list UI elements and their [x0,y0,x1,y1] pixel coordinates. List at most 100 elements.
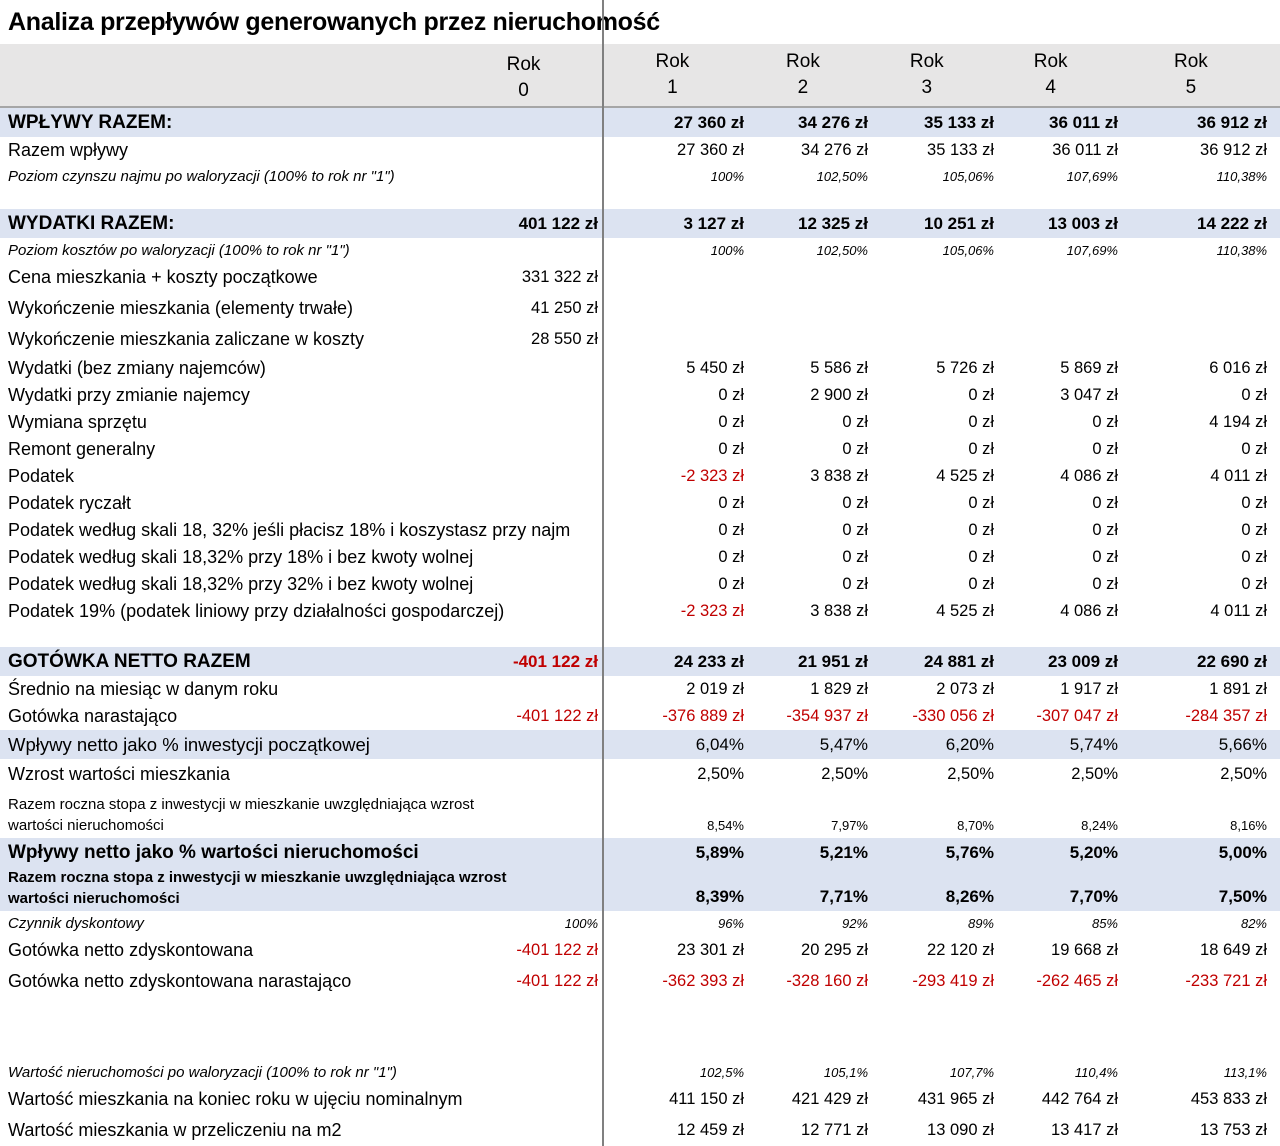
row-wydatki-bez-zmiany-cell-rok5: 6 016 zł [1209,359,1267,377]
row-wplywy-razem-cell-rok4: 36 011 zł [1048,112,1118,132]
sheet: Rok 0 Rok 1 Rok 2 Rok 3 Rok 4 Rok 5 WPŁYWY RAZEM: 27 … [0,44,1280,1146]
row-gotowka-netto-razem-cell-rok5: 22 690 zł [1197,651,1267,671]
row-podatek-skala-2-label: Podatek według skali 18,32% przy 18% i b… [8,547,474,567]
row-wplywy-pct-inwestycji: Wpływy netto jako % inwestycji początkow… [0,730,1280,759]
row-wydatki-zmiana-najemcy-cell-rok4: 3 047 zł [1060,386,1118,404]
row-czynnik-dyskontowy-cell-rok3: 89% [967,915,994,931]
row-gotowka-narastajaco-label: Gotówka narastająco [8,706,178,726]
row-stopa-roczna-2: Razem roczna stopa z inwestycji w mieszk… [0,867,1280,911]
row-wzrost-wartosci-cell-rok1: 2,50% [697,765,744,783]
row-gotowka-zdyskontowana-label-zone: Gotówka netto zdyskontowana -401 122 zł [0,935,604,966]
row-podatek-19-label-zone: Podatek 19% (podatek liniowy przy działa… [0,598,604,625]
row-razem-wplywy-cell-rok4: 36 011 zł [1052,141,1118,159]
row-stopa-roczna-2-label-zone: Razem roczna stopa z inwestycji w mieszk… [0,867,604,911]
row-gotowka-zdyskontowana: Gotówka netto zdyskontowana -401 122 zł 23… [0,935,1280,966]
row-srednio-miesiac-label-zone: Średnio na miesiąc w danym roku [0,676,604,703]
row-stopa-roczna-1-cell-rok4: 8,24% [1081,818,1118,833]
row-wydatki-bez-zmiany-label: Wydatki (bez zmiany najemców) [8,358,266,378]
column-header-year-word: Rok [1033,51,1068,72]
row-wartosc-nominalna-cell-rok5: 453 833 zł [1190,1090,1267,1108]
row-czynnik-dyskontowy-cell-rok2: 92% [841,915,868,931]
row-srednio-miesiac-cell-rok4: 1 917 zł [1060,680,1118,698]
row-podatek-cell-rok3: 4 525 zł [936,467,994,485]
row-wplywy-pct-inwestycji-cell-rok5: 5,66% [1218,734,1267,754]
row-gotowka-zdysk-narastajaco-cell-rok1: -362 393 zł [662,972,744,990]
row-gotowka-netto-razem-cell-rok0: -401 122 zł [512,651,598,671]
row-wartosc-waloryzacja: Wartość nieruchomości po waloryzacji (10… [0,1060,1280,1084]
row-srednio-miesiac-cell-rok1: 2 019 zł [686,680,744,698]
row-remont-generalny-cell-rok1: 0 zł [718,440,744,458]
row-podatek-cell-rok5: 4 011 zł [1210,467,1267,485]
row-wymiana-sprzetu-cell-rok2: 0 zł [842,413,868,431]
row-wzrost-wartosci-cell-rok3: 2,50% [947,765,994,783]
row-remont-generalny-cell-rok3: 0 zł [968,440,994,458]
row-cena-mieszkania-label: Cena mieszkania + koszty początkowe [8,267,318,287]
row-srednio-miesiac-cell-rok3: 2 073 zł [936,680,994,698]
row-poziom-kosztow-cell-rok2: 102,50% [816,242,868,258]
row-cena-mieszkania: Cena mieszkania + koszty początkowe 331 3… [0,262,1280,293]
row-stopa-roczna-1: Razem roczna stopa z inwestycji w mieszk… [0,790,1280,838]
row-poziom-kosztow-label: Poziom kosztów po waloryzacji (100% to r… [8,241,350,259]
row-stopa-roczna-2-cell-rok5: 7,50% [1218,887,1267,906]
row-podatek-ryczalt-cell-rok2: 0 zł [842,494,868,512]
row-wykonczenie-trwale-cell-rok0: 41 250 zł [531,299,598,317]
row-wplywy-razem-label: WPŁYWY RAZEM: [8,111,173,133]
row-wartosc-nominalna-cell-rok1: 411 150 zł [669,1090,744,1108]
row-gotowka-netto-razem-cell-rok3: 24 881 zł [924,651,994,671]
row-cena-mieszkania-cell-rok0: 331 322 zł [521,268,598,286]
row-wplywy-razem-cell-rok3: 35 133 zł [924,112,994,132]
row-stopa-roczna-1-cell-rok2: 7,97% [831,818,868,833]
row-podatek-skala-3-cell-rok3: 0 zł [968,575,994,593]
row-wartosc-waloryzacja-cell-rok5: 113,1% [1223,1064,1267,1080]
row-gotowka-netto-razem-cell-rok1: 24 233 zł [674,651,744,671]
row-gotowka-netto-razem-label: GOTÓWKA NETTO RAZEM [8,650,251,672]
row-czynnik-dyskontowy-cell-rok4: 85% [1091,915,1118,931]
row-remont-generalny-cell-rok5: 0 zł [1241,440,1267,458]
row-wydatki-zmiana-najemcy-cell-rok5: 0 zł [1241,386,1267,404]
row-stopa-roczna-1-label: Razem roczna stopa z inwestycji w mieszk… [8,796,475,834]
row-podatek-19-cell-rok3: 4 525 zł [936,602,994,620]
row-wydatki-zmiana-najemcy: Wydatki przy zmianie najemcy 0 zł 2 900 zł… [0,382,1280,409]
row-wydatki-razem-cell-rok2: 12 325 zł [798,213,868,233]
row-podatek-skala-2-cell-rok5: 0 zł [1241,548,1267,566]
row-gotowka-netto-razem-cell-rok2: 21 951 zł [798,651,868,671]
row-wydatki-razem-cell-rok0: 401 122 zł [518,213,598,233]
row-wartosc-nominalna-cell-rok2: 421 429 zł [791,1090,868,1108]
row-wydatki-zmiana-najemcy-cell-rok2: 2 900 zł [810,386,868,404]
column-header-year-number: 5 [1185,77,1197,98]
row-gotowka-narastajaco-cell-rok2: -354 937 zł [786,707,868,725]
row-wartosc-m2-cell-rok1: 12 459 zł [677,1121,744,1139]
row-poziom-kosztow: Poziom kosztów po waloryzacji (100% to r… [0,238,1280,262]
row-wartosc-m2-label: Wartość mieszkania w przeliczeniu na m2 [8,1120,342,1140]
row-wykonczenie-koszty-label-zone: Wykończenie mieszkania zaliczane w koszt… [0,324,604,355]
row-wymiana-sprzetu-label: Wymiana sprzętu [8,412,147,432]
row-gotowka-narastajaco-cell-rok1: -376 889 zł [662,707,744,725]
row-wartosc-nominalna-cell-rok3: 431 965 zł [917,1090,994,1108]
column-header-year-word: Rok [655,51,690,72]
row-wartosc-m2-cell-rok5: 13 753 zł [1200,1121,1267,1139]
row-poziom-czynszu-cell-rok3: 105,06% [942,168,994,184]
row-wydatki-bez-zmiany-cell-rok4: 5 869 zł [1060,359,1118,377]
row-wartosc-waloryzacja-cell-rok2: 105,1% [823,1064,868,1080]
row-podatek-skala-2-cell-rok4: 0 zł [1092,548,1118,566]
row-podatek-ryczalt-label: Podatek ryczałt [8,493,132,513]
row-srednio-miesiac-label: Średnio na miesiąc w danym roku [8,679,279,699]
row-wymiana-sprzetu-cell-rok4: 0 zł [1092,413,1118,431]
row-stopa-roczna-2-cell-rok2: 7,71% [819,887,868,906]
row-podatek-skala-3: Podatek według skali 18,32% przy 32% i b… [0,571,1280,598]
row-podatek-19-label: Podatek 19% (podatek liniowy przy działa… [8,601,505,621]
row-wymiana-sprzetu-cell-rok3: 0 zł [968,413,994,431]
row-wartosc-nominalna: Wartość mieszkania na koniec roku w ujęc… [0,1084,1280,1115]
row-poziom-czynszu-cell-rok5: 110,38% [1216,168,1267,184]
row-wydatki-razem-cell-rok3: 10 251 zł [924,213,994,233]
row-podatek-skala-2-cell-rok3: 0 zł [968,548,994,566]
row-gotowka-narastajaco: Gotówka narastająco -401 122 zł -376 889 z… [0,703,1280,730]
row-wplywy-razem-cell-rok2: 34 276 zł [798,112,868,132]
row-stopa-roczna-2-label: Razem roczna stopa z inwestycji w mieszk… [8,869,507,907]
row-wartosc-m2: Wartość mieszkania w przeliczeniu na m2 1… [0,1115,1280,1146]
row-wartosc-nominalna-label: Wartość mieszkania na koniec roku w ujęc… [8,1089,463,1109]
row-stopa-roczna-1-cell-rok1: 8,54% [707,818,744,833]
row-czynnik-dyskontowy-cell-rok1: 96% [717,915,744,931]
row-gotowka-narastajaco-cell-rok5: -284 357 zł [1185,707,1267,725]
row-gotowka-narastajaco-cell-rok3: -330 056 zł [912,707,994,725]
